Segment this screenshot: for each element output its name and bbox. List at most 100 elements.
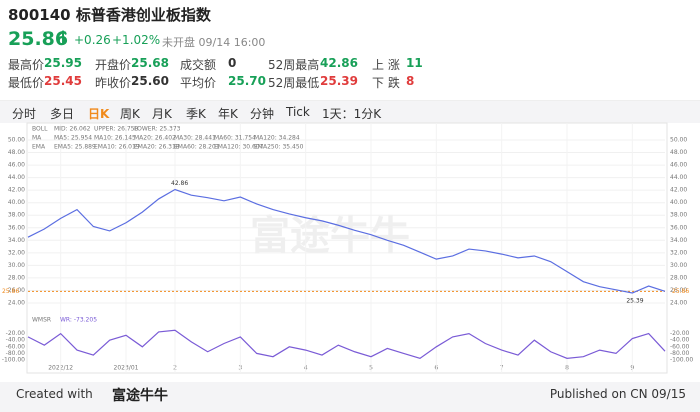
stat-value: 25.70 (228, 74, 266, 88)
tab[interactable]: Tick (286, 105, 310, 119)
y-tick-label-right: 44.00 (670, 174, 687, 181)
y-tick-label: 40.00 (8, 199, 25, 206)
y-tick-label-right: 34.00 (670, 237, 687, 244)
y-tick-label: -40.00 (6, 337, 26, 344)
indicator-label: EMA60: 28.201 (174, 144, 220, 151)
indicator-label: MA30: 28.441 (174, 135, 216, 142)
watermark: 富途牛牛 (250, 213, 410, 259)
y-tick-label: -60.00 (6, 343, 26, 350)
reference-label: 25.86 (2, 288, 19, 295)
indicator-label: EMA (32, 144, 46, 151)
indicator-label: BOLL (32, 126, 48, 133)
stat-value: 0 (228, 56, 237, 70)
tab[interactable]: 周K (120, 107, 140, 121)
tab[interactable]: 分时 (12, 107, 37, 121)
y-tick-label-right: 30.00 (670, 262, 687, 269)
indicator-label: EMA20: 26.318 (134, 144, 180, 151)
panel-title: WMSR (32, 317, 51, 324)
y-tick-label-right: 38.00 (670, 212, 687, 219)
stat-label: 52周最低 (268, 76, 320, 90)
y-tick-label-right: 46.00 (670, 162, 687, 169)
stat-label: 上 涨 (372, 58, 400, 72)
change: +0.26 (74, 33, 111, 47)
stat-value: 25.45 (44, 74, 82, 88)
tab-bar: 分时 多日 日K 周K 月K 季K 年K 分钟 Tick 1天：1分K (0, 100, 700, 123)
tab[interactable]: 月K (152, 107, 172, 121)
y-tick-label: 34.00 (8, 237, 25, 244)
y-tick-label: 26.00 (8, 287, 25, 294)
tab[interactable]: 年K (218, 107, 238, 121)
footer (0, 382, 700, 412)
y-tick-label-right: 24.00 (670, 300, 687, 307)
status: 未开盘 09/14 16:00 (162, 36, 266, 49)
y-tick-label: 44.00 (8, 174, 25, 181)
min-label: 25.39 (626, 297, 643, 304)
indicator-label: UPPER: 26.758 (94, 126, 139, 133)
y-tick-label: -20.00 (6, 330, 26, 337)
reference-label-right: 25.86 (672, 288, 689, 295)
stat-label: 开盘价 (95, 58, 132, 72)
y-tick-label: 50.00 (8, 137, 25, 144)
arrow: ↑ (56, 28, 71, 48)
brand: 富途牛牛 (112, 388, 168, 404)
price-line (27, 329, 666, 360)
y-tick-label: -80.00 (6, 350, 26, 357)
indicator-label: MA10: 26.145 (94, 135, 136, 142)
stat-label: 52周最高 (268, 58, 320, 72)
stat-value: 25.95 (44, 56, 82, 70)
y-tick-label: 36.00 (8, 224, 25, 231)
stat-value: 42.86 (320, 56, 358, 70)
y-tick-label: 30.00 (8, 262, 25, 269)
tab[interactable]: 季K (186, 107, 206, 121)
tab[interactable]: 1天：1分K (322, 107, 382, 121)
indicator-label: EMA250: 35.450 (254, 144, 304, 151)
price-line (27, 188, 666, 294)
y-tick-label-right: 32.00 (670, 249, 687, 256)
y-tick-label-right: 36.00 (670, 224, 687, 231)
indicator-label: EMA5: 25.889 (54, 144, 96, 151)
indicator-label: MA60: 31.754 (214, 135, 256, 142)
chart: 富途牛牛 24.00 24.00 26.00 26.00 28.00 28.00 30.00… (2, 122, 693, 374)
y-tick-label-right: 28.00 (670, 274, 687, 281)
price: 25.86 (8, 28, 69, 50)
indicator-label: MA (32, 135, 42, 142)
tab[interactable]: 多日 (50, 107, 75, 121)
title: 800140 标普香港创业板指数 (8, 6, 211, 24)
y-tick-label-right: -40.00 (670, 337, 690, 344)
indicator-label: EMA120: 30.607 (214, 144, 264, 151)
y-tick-label-right: -100.00 (670, 357, 693, 364)
indicator-label: MA5: 25.954 (54, 135, 92, 142)
stat-value: 25.60 (131, 74, 169, 88)
frame (26, 122, 668, 374)
y-tick-label: -100.00 (2, 357, 25, 364)
indicator-label: MA20: 26.402 (134, 135, 176, 142)
y-tick-label-right: 42.00 (670, 187, 687, 194)
y-tick-label-right: 50.00 (670, 137, 687, 144)
created-with: Created with (16, 387, 93, 401)
published: Published on CN 09/15 (549, 387, 686, 401)
stat-label: 最低价 (8, 76, 45, 90)
indicator-label: LOWER: 25.373 (134, 126, 181, 133)
indicator-label: MA120: 34.284 (254, 135, 300, 142)
y-tick-label-right: 26.00 (670, 287, 687, 294)
y-tick-label: 28.00 (8, 274, 25, 281)
stat-value: 25.68 (131, 56, 169, 70)
y-tick-label: 24.00 (8, 300, 25, 307)
y-tick-label-right: -80.00 (670, 350, 690, 357)
panel-legend: WR: -73.205 (60, 317, 97, 324)
stat-value: 25.39 (320, 74, 358, 88)
y-tick-label-right: 40.00 (670, 199, 687, 206)
indicator-label: EMA10: 26.019 (94, 144, 140, 151)
y-tick-label: 48.00 (8, 149, 25, 156)
y-tick-label: 42.00 (8, 187, 25, 194)
stat-label: 成交额 (180, 58, 217, 72)
change-pct: +1.02% (112, 33, 161, 47)
stat-label: 昨收价 (95, 76, 132, 90)
stat-label: 最高价 (8, 58, 45, 72)
stat-value: 11 (406, 56, 423, 70)
indicator-label: MID: 26.062 (54, 126, 91, 133)
tab[interactable]: 分钟 (250, 107, 275, 121)
y-tick-label: 46.00 (8, 162, 25, 169)
tab[interactable]: 日K (88, 107, 110, 121)
